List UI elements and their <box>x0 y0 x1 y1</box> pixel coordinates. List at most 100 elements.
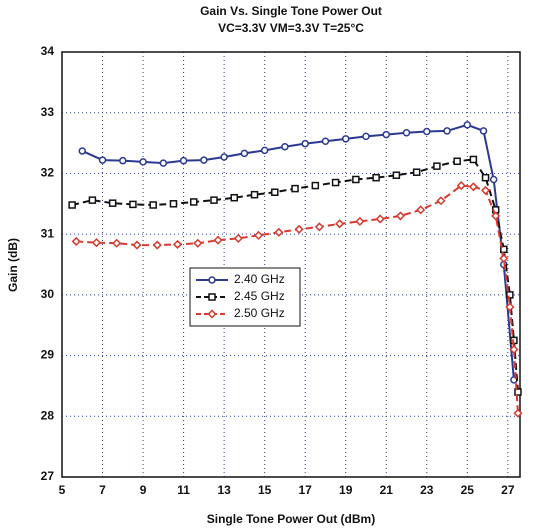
marker <box>200 156 208 164</box>
marker <box>78 147 87 155</box>
marker <box>98 156 107 164</box>
legend: 2.40 GHz 2.45 GHz 2.50 GHz <box>189 267 301 327</box>
y-tick-label: 27 <box>41 469 55 483</box>
marker <box>513 408 523 418</box>
marker <box>119 156 127 165</box>
marker <box>489 175 498 184</box>
legend-label: 2.40 GHz <box>234 272 285 286</box>
marker <box>281 142 289 151</box>
marker <box>506 291 514 299</box>
marker <box>436 196 446 206</box>
marker <box>479 127 488 135</box>
marker <box>382 130 390 139</box>
y-tick-label: 31 <box>41 226 55 240</box>
x-axis-label: Single Tone Power Out (dBm) <box>207 512 375 526</box>
marker <box>208 276 216 284</box>
x-tick-label: 17 <box>299 483 313 497</box>
chart-title: Gain Vs. Single Tone Power Out <box>200 4 382 18</box>
marker <box>68 201 76 209</box>
x-tick-label: 23 <box>420 483 434 497</box>
marker <box>230 193 239 202</box>
marker <box>189 198 198 206</box>
marker <box>362 132 370 141</box>
marker <box>468 182 478 192</box>
marker <box>505 302 515 312</box>
marker <box>509 344 519 355</box>
marker <box>463 121 472 129</box>
marker <box>481 173 490 182</box>
legend-label: 2.50 GHz <box>234 306 285 320</box>
marker <box>480 185 491 195</box>
marker <box>294 224 304 234</box>
marker <box>443 127 451 135</box>
marker <box>331 178 340 187</box>
marker <box>250 190 259 199</box>
marker <box>456 181 466 191</box>
marker <box>491 211 501 221</box>
marker <box>149 201 157 209</box>
y-tick-label: 33 <box>41 105 55 119</box>
marker <box>335 219 345 229</box>
marker <box>220 153 228 161</box>
marker <box>91 238 102 248</box>
marker <box>321 137 330 145</box>
marker <box>132 240 142 250</box>
marker <box>314 222 324 232</box>
x-tick-label: 13 <box>217 483 231 497</box>
y-tick-label: 34 <box>41 44 55 58</box>
y-tick-label: 32 <box>41 166 55 180</box>
marker <box>207 309 217 319</box>
marker <box>112 238 122 248</box>
x-tick-label: 5 <box>59 483 66 497</box>
marker <box>514 388 522 396</box>
marker <box>341 135 350 143</box>
marker <box>108 199 117 207</box>
marker <box>240 149 249 158</box>
x-tick-label: 19 <box>339 483 353 497</box>
x-tick-label: 9 <box>140 483 147 497</box>
marker <box>271 188 279 196</box>
x-tick-label: 7 <box>99 483 106 497</box>
chart-subtitle: VC=3.3V VM=3.3V T=25°C <box>218 21 364 35</box>
marker <box>208 293 216 301</box>
marker <box>254 230 264 240</box>
x-tick-label: 25 <box>461 483 475 497</box>
marker <box>210 196 218 204</box>
x-tick-label: 15 <box>258 483 272 497</box>
marker <box>159 159 168 167</box>
marker <box>193 238 203 248</box>
marker <box>129 200 137 209</box>
marker <box>172 239 183 250</box>
marker <box>213 235 223 245</box>
marker <box>71 236 81 246</box>
x-tick-label: 21 <box>380 483 394 497</box>
y-tick-label: 28 <box>41 408 55 422</box>
marker <box>500 245 508 254</box>
x-tick-label: 27 <box>501 483 515 497</box>
series-line <box>81 123 515 380</box>
marker <box>311 181 320 190</box>
marker <box>169 200 178 208</box>
marker <box>469 155 478 164</box>
y-tick-label: 30 <box>41 287 55 301</box>
marker <box>392 171 401 179</box>
marker <box>355 216 365 226</box>
marker <box>139 158 147 166</box>
marker <box>260 146 269 155</box>
marker <box>233 233 243 243</box>
marker <box>499 253 509 263</box>
marker <box>291 184 299 193</box>
marker <box>301 139 309 148</box>
plot-frame <box>61 51 521 478</box>
marker <box>152 240 162 250</box>
marker <box>274 227 284 237</box>
legend-label: 2.45 GHz <box>234 289 285 303</box>
marker <box>179 156 188 165</box>
marker <box>423 127 431 136</box>
marker <box>412 168 421 176</box>
x-tick-label: 11 <box>177 483 190 497</box>
marker <box>416 205 426 215</box>
y-tick-label: 29 <box>41 348 55 362</box>
marker <box>352 175 360 184</box>
